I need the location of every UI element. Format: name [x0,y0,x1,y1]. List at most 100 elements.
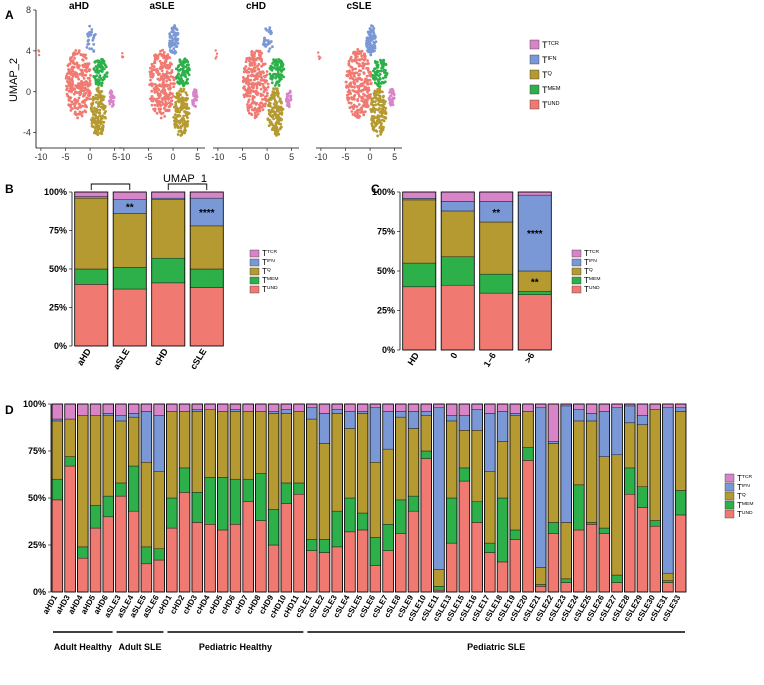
point-und [66,64,70,68]
point-ifn [267,49,271,53]
point-und [88,97,92,101]
point-mem [378,72,382,76]
panel-a-label: A [5,8,14,22]
point-q [178,106,182,110]
point-und [77,96,81,100]
bar-csle6-mem [369,537,381,566]
bar-csle26-ifn [598,411,610,457]
bar-outline-ahd3 [64,403,76,593]
bar-csle31-und [662,582,674,593]
point-tcr [109,92,113,96]
point-und [167,105,171,109]
point-q [271,126,275,130]
legend-swatch-d-tcr [724,473,735,483]
point-q [274,114,278,118]
point-q [101,125,104,129]
bar-1-6-und [479,292,514,351]
point-und [68,62,72,66]
point-und [158,52,162,56]
point-q [371,100,375,104]
point-und [247,70,251,74]
significance-gt6-q: ** [531,277,539,288]
point-und [151,68,154,71]
point-und [76,107,79,111]
point-mem [92,75,95,78]
point-und [167,77,171,81]
point-und [84,53,87,57]
bar-chd5-und [217,529,229,593]
point-und [262,90,266,94]
points-chd [214,26,293,137]
point-und [74,84,77,87]
point-mem [374,61,377,65]
point-und [359,51,363,55]
point-q [174,123,178,127]
point-und [157,107,161,111]
bar-csle7-mem [382,524,394,551]
point-und [172,85,176,89]
point-und [253,116,257,120]
bar-csle15-ifn [458,415,470,431]
point-und [244,81,248,85]
bar-asle3-und [115,495,127,593]
point-q [374,103,377,107]
point-q [179,87,183,91]
point-und [154,53,157,57]
point-ifn [269,29,273,33]
point-und [257,53,261,57]
x-tick-label: -10 [117,152,130,162]
point-q [384,106,388,110]
point-mem [271,66,274,69]
bar-csle18-q [496,441,509,499]
point-q [373,110,377,114]
bar-outline-csle7 [382,403,394,593]
point-mem [97,82,101,85]
y-tick-label-0: 0% [33,587,46,597]
legend-label-a-tcr: TTCR [542,40,559,50]
point-und [158,59,162,63]
point-und [358,58,362,62]
bar-csle22-tcr [547,403,560,442]
point-q [181,107,185,110]
bar-outline-csle8 [395,403,407,593]
bar-csle28-mem [624,467,636,495]
bar-csle30-tcr [649,403,661,410]
bar-csle19-q [509,415,521,531]
point-und [253,51,256,54]
point-und [172,94,175,98]
bar-outline-csle5 [356,403,369,593]
points-asle [121,24,199,137]
point-q [378,110,382,114]
point-q [370,117,374,120]
bar-csle29-tcr [636,403,649,416]
bar-chd9-q [268,413,280,510]
point-und [83,62,87,66]
bar-ahd5-mem [89,505,102,529]
point-q [100,90,104,93]
bar-asle6-tcr [153,403,165,416]
point-und [73,99,76,102]
bar-chd5-mem [217,477,229,531]
point-und [252,60,256,64]
bar-csle26-mem [598,527,610,534]
point-und [359,106,363,110]
point-und [85,62,89,66]
bar-outline-csle18 [496,403,509,593]
point-q [92,98,95,102]
point-und [363,87,366,91]
point-q [376,117,380,121]
point-und [349,73,352,77]
point-q [98,120,101,124]
point-und [151,75,154,79]
bar-csle3-tcr [331,403,343,410]
bar-csle1-q [306,418,318,540]
point-mem [276,69,280,73]
point-und [366,90,369,94]
point-und [84,80,88,83]
point-mem [181,62,185,66]
point-q [178,121,182,125]
point-ifn [90,30,94,34]
y-tick-label: 4 [26,46,31,56]
point-ifn [91,38,95,42]
point-und [351,85,354,89]
